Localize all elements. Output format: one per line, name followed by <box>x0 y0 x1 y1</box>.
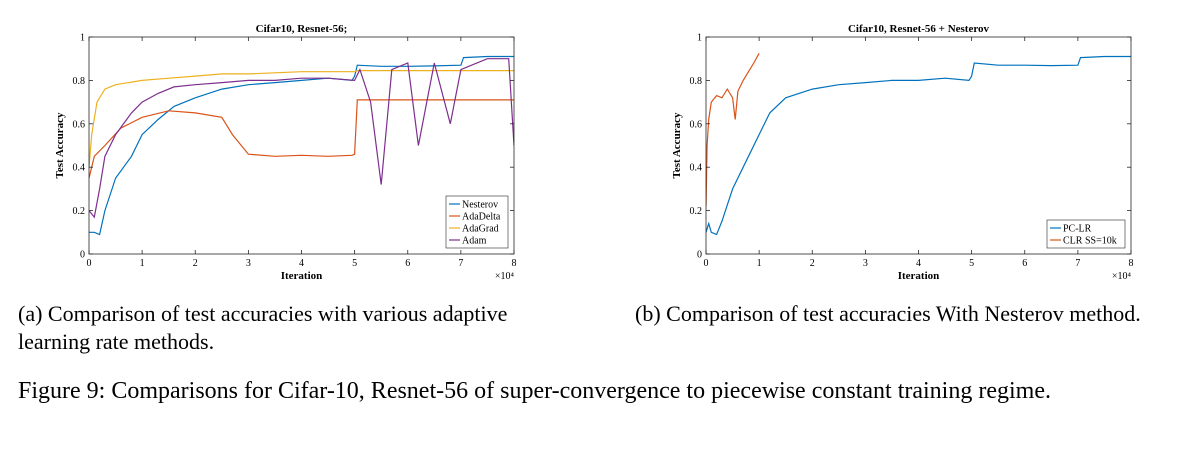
chart-b-svg: Cifar10, Resnet-56 + Nesterov 0 1 2 3 4 5 6 7 8 0 0… <box>671 23 1134 282</box>
x-tick-label: 3 <box>246 258 251 269</box>
series-line-4 <box>89 58 514 219</box>
x-tick-label: 7 <box>458 258 463 269</box>
legend-label-1: Nesterov <box>462 200 498 211</box>
x-tick-label: 5 <box>969 258 974 269</box>
x-tick-label: 4 <box>299 258 304 269</box>
y-tick-label: 0.6 <box>73 119 86 130</box>
x-tick-label: 2 <box>193 258 198 269</box>
x-tick-label: 4 <box>916 258 921 269</box>
legend-label-4: Adam <box>462 236 487 247</box>
legend-box <box>445 195 509 249</box>
x-tick-label: 1 <box>757 258 762 269</box>
subcaption-a: (a) Comparison of test accuracies with v… <box>18 301 508 354</box>
x-tick-label: 0 <box>87 258 92 269</box>
series-line-3 <box>89 69 514 168</box>
y-tick-label: 0.6 <box>690 119 703 130</box>
y-tick-label: 0.2 <box>73 206 86 217</box>
legend-box <box>1046 219 1126 249</box>
x-tick-label: 6 <box>405 258 410 269</box>
x-tick-label: 3 <box>863 258 868 269</box>
legend-label-2: AdaDelta <box>462 212 501 223</box>
legend-label-2: CLR SS=10k <box>1063 236 1117 247</box>
chart-panel-a: Cifar10, Resnet-56; 0 1 2 3 4 5 6 7 8 0 0.2 0.4 0.6 0.… <box>0 0 600 300</box>
x-tick-label: 2 <box>810 258 815 269</box>
x-tick-label: 8 <box>512 258 517 269</box>
y-tick-label: 1 <box>80 33 85 44</box>
y-tick-label: 0.4 <box>73 163 86 174</box>
chart-title: Cifar10, Resnet-56; <box>256 23 348 35</box>
figure-caption: Figure 9: Comparisons for Cifar-10, Resn… <box>18 378 1051 404</box>
y-tick-label: 0.8 <box>690 76 703 87</box>
series-line-1 <box>706 55 1131 236</box>
series-line-2 <box>706 53 760 207</box>
y-tick-label: 0.2 <box>690 206 703 217</box>
y-tick-label: 1 <box>697 33 702 44</box>
x-tick-label: 1 <box>140 258 145 269</box>
chart-a-svg: Cifar10, Resnet-56; 0 1 2 3 4 5 6 7 8 0 0.2 0.4 0.6 0.… <box>54 23 517 282</box>
x-multiplier-label: ×10⁴ <box>1112 271 1132 282</box>
legend-label-1: PC-LR <box>1063 224 1092 235</box>
x-axis-label: Iteration <box>281 270 323 282</box>
x-tick-label: 0 <box>704 258 709 269</box>
x-tick-label: 6 <box>1022 258 1027 269</box>
x-tick-label: 7 <box>1075 258 1080 269</box>
x-multiplier-label: ×10⁴ <box>495 271 515 282</box>
y-axis-label: Test Accuracy <box>54 112 66 178</box>
y-axis-label: Test Accuracy <box>671 112 683 178</box>
legend-label-3: AdaGrad <box>462 224 499 235</box>
y-tick-label: 0.8 <box>73 76 86 87</box>
y-tick-label: 0.4 <box>690 163 703 174</box>
x-tick-label: 5 <box>352 258 357 269</box>
chart-panel-b: Cifar10, Resnet-56 + Nesterov 0 1 2 3 4 5 6 7 8 0 0… <box>617 0 1200 300</box>
subcaption-b: (b) Comparison of test accuracies With N… <box>635 301 1141 326</box>
x-tick-label: 8 <box>1129 258 1134 269</box>
chart-title: Cifar10, Resnet-56 + Nesterov <box>848 23 990 35</box>
x-axis-label: Iteration <box>898 270 940 282</box>
y-tick-label: 0 <box>80 250 85 261</box>
y-tick-label: 0 <box>697 250 702 261</box>
series-line-2 <box>89 99 514 179</box>
